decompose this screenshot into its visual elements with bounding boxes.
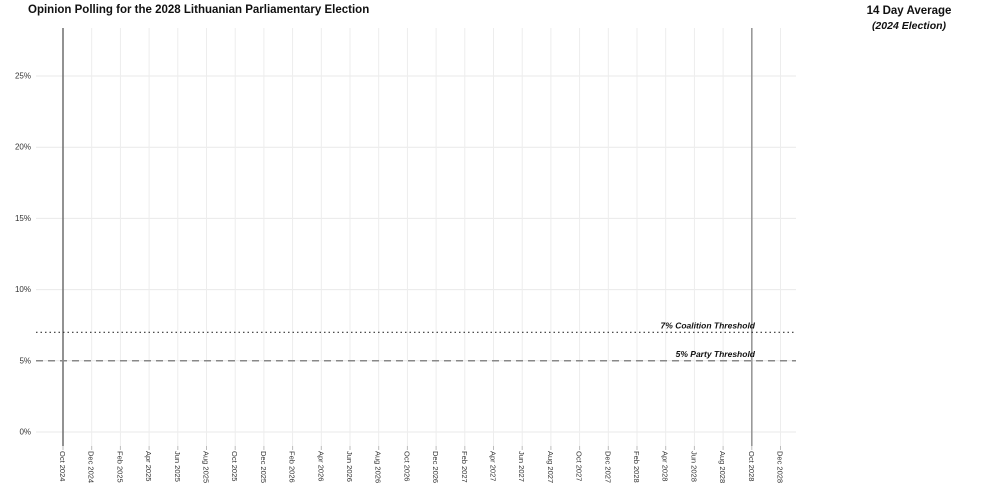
x-tick-label: Feb 2028 — [632, 451, 641, 483]
x-tick-label: Apr 2027 — [489, 451, 498, 481]
x-tick-label: Feb 2027 — [460, 451, 469, 483]
legend-panel: 14 Day Average (2024 Election) — [818, 0, 1000, 500]
x-tick-label: Aug 2027 — [546, 451, 555, 483]
y-tick-label: 10% — [15, 285, 31, 294]
x-tick-label: Oct 2024 — [58, 451, 67, 481]
y-tick-label: 0% — [19, 428, 31, 437]
x-tick-label: Jun 2026 — [345, 451, 354, 482]
y-tick-label: 20% — [15, 143, 31, 152]
x-tick-label: Aug 2026 — [374, 451, 383, 483]
x-tick-label: Dec 2024 — [87, 451, 96, 483]
x-tick-label: Dec 2027 — [603, 451, 612, 483]
x-tick-label: Aug 2025 — [202, 451, 211, 483]
x-tick-label: Apr 2025 — [144, 451, 153, 481]
threshold-label: 5% Party Threshold — [676, 349, 756, 359]
x-tick-label: Aug 2028 — [718, 451, 727, 483]
x-tick-label: Apr 2026 — [316, 451, 325, 481]
x-tick-label: Apr 2028 — [661, 451, 670, 481]
x-tick-label: Dec 2025 — [259, 451, 268, 483]
threshold-label: 7% Coalition Threshold — [661, 320, 756, 330]
x-tick-label: Feb 2026 — [288, 451, 297, 483]
x-tick-label: Oct 2028 — [747, 451, 756, 481]
x-tick-label: Jun 2028 — [689, 451, 698, 482]
x-tick-label: Dec 2026 — [431, 451, 440, 483]
x-tick-label: Oct 2027 — [575, 451, 584, 481]
x-tick-label: Jun 2027 — [517, 451, 526, 482]
x-tick-label: Oct 2025 — [230, 451, 239, 481]
x-tick-label: Dec 2028 — [776, 451, 785, 483]
page-title: Opinion Polling for the 2028 Lithuanian … — [28, 4, 370, 16]
legend-subtitle: (2024 Election) — [871, 20, 947, 32]
y-tick-label: 25% — [15, 72, 31, 81]
y-tick-label: 5% — [19, 356, 31, 365]
y-tick-label: 15% — [15, 214, 31, 223]
legend-title: 14 Day Average — [866, 5, 952, 17]
x-tick-label: Feb 2025 — [115, 451, 124, 483]
polling-chart: Oct 2024 Dec 2024 Feb 2025 Apr 2025 Jun 2025… — [15, 28, 796, 483]
x-tick-label: Oct 2026 — [402, 451, 411, 481]
x-tick-label: Jun 2025 — [173, 451, 182, 482]
